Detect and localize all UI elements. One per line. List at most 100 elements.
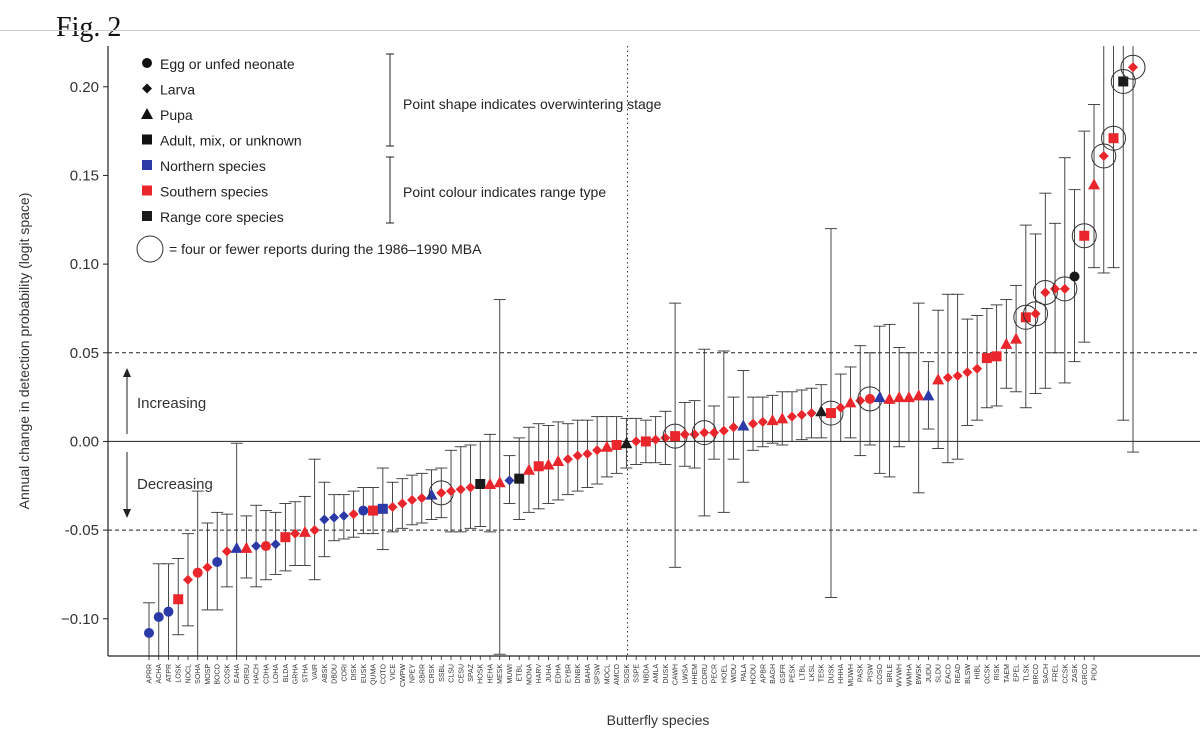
category-label: BLSW xyxy=(965,664,972,684)
y-tick-label: 0.05 xyxy=(70,345,99,362)
data-point-ring xyxy=(818,400,844,426)
category-label: SPSW xyxy=(595,664,602,685)
data-point xyxy=(922,389,935,401)
data-point xyxy=(173,594,184,605)
data-point xyxy=(1000,337,1013,349)
category-label: CORI xyxy=(341,664,348,682)
category-label: TESK xyxy=(819,664,826,683)
data-point-ring xyxy=(1091,143,1117,169)
category-label: AMLA xyxy=(653,664,660,683)
data-point xyxy=(620,437,633,449)
data-point xyxy=(416,493,427,504)
data-point xyxy=(192,567,203,578)
category-label: PASK xyxy=(858,664,865,682)
data-point xyxy=(153,611,164,622)
data-point xyxy=(309,525,320,536)
legend-circle-note: = four or fewer reports during the 1986–… xyxy=(169,241,482,257)
category-label: DBDU xyxy=(332,664,339,684)
data-point xyxy=(319,514,330,525)
data-point-ring xyxy=(1071,223,1097,249)
data-point-ring xyxy=(1052,276,1078,302)
data-point xyxy=(1069,271,1080,282)
data-point xyxy=(728,422,739,433)
data-point xyxy=(436,487,447,498)
data-point xyxy=(787,411,798,422)
data-point xyxy=(212,557,223,568)
category-label: LTBL xyxy=(799,664,806,680)
category-label: APRR xyxy=(147,664,154,683)
data-point xyxy=(709,427,720,438)
category-label: ACHA xyxy=(156,664,163,684)
legend-label: Range core species xyxy=(160,209,284,225)
data-point xyxy=(806,408,817,419)
legend-label: Egg or unfed neonate xyxy=(160,56,295,72)
data-point xyxy=(425,488,438,500)
category-label: PISW xyxy=(867,664,874,682)
increasing-label: Increasing xyxy=(137,395,206,412)
data-point xyxy=(835,402,846,413)
data-point xyxy=(338,510,349,521)
category-label: CDHA xyxy=(263,664,270,684)
data-point xyxy=(1030,308,1041,319)
data-point xyxy=(844,396,857,408)
legend-label: Southern species xyxy=(160,184,268,200)
category-label: CAWH xyxy=(673,664,680,685)
data-point xyxy=(504,475,515,486)
category-label: SBRR xyxy=(419,664,426,683)
data-point xyxy=(298,525,311,537)
data-point xyxy=(1118,76,1129,87)
data-point xyxy=(640,436,651,447)
category-label: GSFR xyxy=(780,664,787,683)
data-point xyxy=(893,391,906,403)
category-label: MOCL xyxy=(604,664,611,684)
data-point xyxy=(1108,133,1119,144)
data-point-ring xyxy=(1013,304,1039,330)
data-point xyxy=(202,562,213,573)
data-point xyxy=(280,532,291,543)
data-point xyxy=(251,541,262,552)
category-label: CRSK xyxy=(429,664,436,684)
category-label: HHHA xyxy=(838,664,845,684)
data-point xyxy=(766,414,779,426)
data-point xyxy=(689,429,700,440)
data-point xyxy=(397,498,408,509)
category-label: WIDU xyxy=(731,664,738,683)
category-label: HIBL xyxy=(975,664,982,680)
data-point xyxy=(163,606,174,617)
legend-swatch-southern xyxy=(142,185,152,196)
category-label: CCSK xyxy=(1062,664,1069,684)
category-label: HEHA xyxy=(487,664,494,684)
data-point xyxy=(600,440,613,452)
category-label: MONA xyxy=(526,664,533,685)
axes: −0.10 -0.05 0.00 0.05 0.10 0.15 0.20 Annual cha… xyxy=(16,46,1200,728)
data-point xyxy=(718,425,729,436)
data-point xyxy=(270,539,281,550)
data-point xyxy=(873,391,886,403)
category-label: SSPE xyxy=(634,664,641,683)
category-label: DISK xyxy=(351,664,358,681)
data-point xyxy=(932,373,945,385)
legend-shape-square xyxy=(142,134,152,145)
category-label: DNBK xyxy=(575,664,582,684)
category-label: VAIR xyxy=(312,664,319,680)
category-label: PECR xyxy=(712,664,719,683)
data-point xyxy=(855,395,866,406)
data-point xyxy=(670,431,681,442)
data-point xyxy=(1059,283,1070,294)
category-label: HOEL xyxy=(721,664,728,683)
y-tick-label: 0.00 xyxy=(70,433,99,450)
category-label: BOCO xyxy=(215,663,222,684)
category-label: NPEY xyxy=(410,664,417,683)
data-point xyxy=(1010,332,1023,344)
category-label: EUSK xyxy=(361,664,368,683)
category-label: ABSK xyxy=(322,664,329,683)
data-point xyxy=(475,478,486,489)
data-point xyxy=(952,370,963,381)
data-point xyxy=(260,541,271,552)
y-tick-label: -0.05 xyxy=(65,522,99,539)
data-point xyxy=(883,392,896,404)
y-tick-label: −0.10 xyxy=(61,611,99,628)
y-tick-label: 0.20 xyxy=(70,79,99,96)
category-label: HHEM xyxy=(692,664,699,685)
